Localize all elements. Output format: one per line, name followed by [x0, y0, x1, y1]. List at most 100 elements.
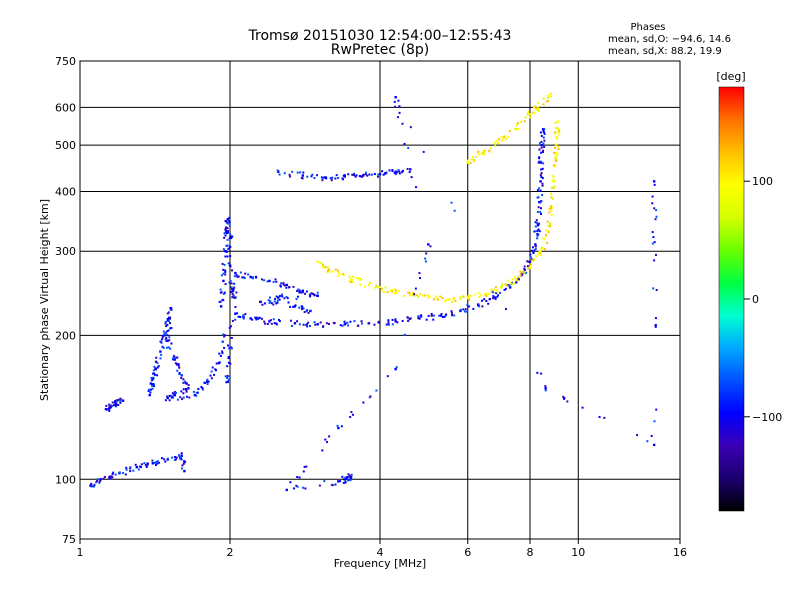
echo-point [339, 480, 342, 483]
echo-point [369, 282, 372, 285]
echo-point [168, 317, 171, 320]
echo-point [419, 293, 422, 296]
echo-point [226, 218, 230, 221]
echo-point [228, 347, 231, 350]
echo-point [234, 306, 237, 309]
echo-point [343, 174, 346, 177]
echo-point [362, 173, 365, 176]
echo-point [548, 223, 551, 226]
echo-point [178, 371, 181, 374]
echo-point [210, 377, 213, 380]
echo-point [380, 289, 383, 292]
echo-point [466, 303, 469, 306]
echo-point [393, 100, 396, 103]
echo-point [397, 116, 400, 119]
echo-point [119, 401, 122, 404]
echo-point [349, 416, 352, 419]
echo-point [655, 408, 658, 411]
echo-point [542, 129, 545, 132]
echo-point [230, 286, 233, 289]
echo-point [272, 303, 275, 306]
echo-point [540, 146, 543, 149]
y-tick-label: 100 [55, 473, 76, 486]
grid [80, 61, 680, 539]
echo-point [254, 316, 257, 319]
echo-point [95, 481, 98, 484]
echo-point [452, 298, 455, 301]
echo-point [182, 388, 185, 391]
echo-point [544, 389, 547, 392]
echo-point [227, 361, 230, 364]
echo-point [454, 300, 457, 303]
echo-point [553, 185, 556, 188]
echo-point [174, 458, 177, 461]
echo-point [527, 110, 530, 113]
echo-point [350, 473, 353, 476]
echo-point [374, 286, 377, 289]
echo-point [394, 288, 397, 291]
echo-point [344, 476, 347, 479]
echo-point [228, 247, 231, 250]
echo-point [441, 315, 444, 318]
echo-point [342, 178, 345, 181]
echo-point [158, 461, 161, 464]
echo-point [394, 320, 397, 323]
echo-point [368, 173, 371, 176]
echo-point [182, 378, 185, 381]
echo-point [177, 363, 180, 366]
echo-point [463, 310, 466, 313]
echo-point [226, 365, 229, 368]
echo-point [285, 283, 288, 287]
echo-point [394, 105, 397, 108]
echo-point [117, 398, 120, 401]
echo-point [296, 171, 299, 174]
echo-point [165, 336, 168, 339]
echo-point [135, 465, 138, 469]
echo-point [557, 145, 560, 148]
echo-point [159, 357, 162, 360]
echo-point [535, 219, 538, 222]
echo-point [652, 443, 656, 447]
echo-point [243, 277, 246, 280]
echo-point [503, 288, 506, 291]
echo-point [342, 273, 345, 276]
echo-point [277, 296, 280, 299]
echo-point [223, 346, 226, 349]
echo-point [341, 475, 344, 478]
echo-point [232, 282, 235, 285]
echo-point [226, 227, 229, 230]
echo-point [477, 304, 480, 307]
echo-point [540, 168, 543, 171]
echo-point [273, 322, 276, 325]
echo-point [534, 225, 537, 228]
echo-point [166, 330, 169, 333]
echo-point [234, 271, 237, 275]
echo-point [180, 456, 183, 459]
echo-point [322, 325, 325, 328]
echo-point [283, 284, 286, 287]
echo-point [496, 295, 499, 298]
echo-point [179, 396, 182, 399]
echo-point [394, 289, 397, 292]
echo-point [527, 267, 530, 270]
echo-point [462, 295, 465, 298]
echo-point [526, 112, 529, 115]
echo-point [109, 477, 112, 480]
echo-point [417, 316, 420, 319]
echo-point [366, 174, 369, 177]
echo-point [382, 173, 385, 176]
echo-point [523, 271, 526, 274]
echo-point [492, 297, 495, 300]
echo-point [419, 277, 422, 280]
echo-point [501, 137, 504, 140]
echo-point [539, 207, 542, 210]
echo-point [549, 225, 552, 228]
echo-point [534, 248, 537, 251]
echo-point [540, 372, 543, 375]
echo-point [179, 457, 182, 460]
echo-point [244, 272, 247, 275]
echo-point [488, 150, 491, 153]
echo-point [554, 146, 557, 149]
echo-point [219, 288, 222, 291]
echo-point [435, 296, 438, 299]
